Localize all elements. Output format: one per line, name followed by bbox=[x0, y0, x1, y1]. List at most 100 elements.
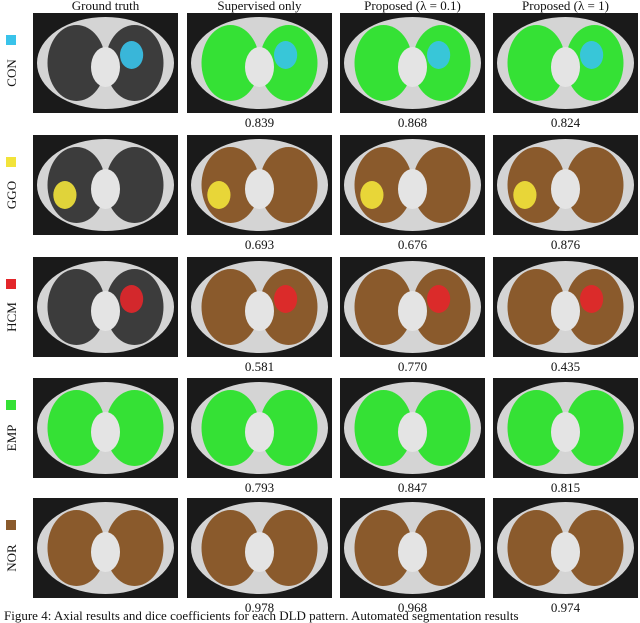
lesion bbox=[120, 285, 144, 313]
lung bbox=[412, 510, 471, 586]
lesion bbox=[427, 285, 451, 313]
dice-score: 0.676 bbox=[398, 237, 428, 252]
lung bbox=[105, 510, 164, 586]
heart bbox=[398, 47, 427, 87]
lung bbox=[507, 25, 566, 101]
legend-swatch bbox=[6, 157, 16, 167]
row-label: CON bbox=[4, 59, 19, 87]
ct-panel bbox=[187, 378, 332, 478]
lesion bbox=[513, 181, 537, 209]
row-label: HCM bbox=[4, 302, 19, 332]
lesion bbox=[274, 285, 298, 313]
lung bbox=[105, 147, 164, 223]
ct-panel bbox=[340, 13, 485, 113]
dice-score: 0.581 bbox=[245, 359, 274, 374]
lung bbox=[47, 390, 106, 466]
dice-score: 0.793 bbox=[245, 480, 274, 495]
lung bbox=[259, 510, 318, 586]
heart bbox=[91, 532, 120, 572]
lung bbox=[565, 510, 624, 586]
legend-swatch bbox=[6, 279, 16, 289]
heart bbox=[551, 169, 580, 209]
dice-score: 0.868 bbox=[398, 115, 427, 130]
lesion bbox=[207, 181, 231, 209]
lung bbox=[47, 25, 106, 101]
ct-panel bbox=[493, 13, 638, 113]
dice-score: 0.839 bbox=[245, 115, 274, 130]
heart bbox=[91, 412, 120, 452]
lung bbox=[412, 390, 471, 466]
row-label: EMP bbox=[4, 425, 19, 452]
legend-swatch bbox=[6, 35, 16, 45]
ct-panel bbox=[187, 13, 332, 113]
lung bbox=[507, 269, 566, 345]
lesion bbox=[274, 41, 298, 69]
lesion bbox=[580, 41, 604, 69]
lung bbox=[507, 510, 566, 586]
lung bbox=[47, 269, 106, 345]
ct-panel bbox=[33, 257, 178, 357]
heart bbox=[91, 47, 120, 87]
dice-score: 0.978 bbox=[245, 600, 274, 615]
lesion bbox=[427, 41, 451, 69]
ct-panel bbox=[493, 378, 638, 478]
heart bbox=[398, 169, 427, 209]
lung bbox=[507, 390, 566, 466]
dice-score: 0.770 bbox=[398, 359, 427, 374]
ct-panel bbox=[33, 378, 178, 478]
heart bbox=[245, 47, 274, 87]
heart bbox=[551, 412, 580, 452]
lesion bbox=[53, 181, 77, 209]
lesion bbox=[580, 285, 604, 313]
dice-score: 0.974 bbox=[551, 600, 581, 615]
dice-score: 0.876 bbox=[551, 237, 581, 252]
ct-panel bbox=[493, 257, 638, 357]
heart bbox=[245, 532, 274, 572]
lung bbox=[259, 390, 318, 466]
lung bbox=[354, 390, 413, 466]
dice-score: 0.824 bbox=[551, 115, 581, 130]
ct-panel bbox=[33, 498, 178, 598]
lung bbox=[201, 390, 260, 466]
heart bbox=[245, 169, 274, 209]
ct-panel bbox=[340, 257, 485, 357]
legend-swatch bbox=[6, 520, 16, 530]
ct-panel bbox=[187, 135, 332, 235]
heart bbox=[398, 291, 427, 331]
ct-panel bbox=[187, 257, 332, 357]
lung bbox=[354, 510, 413, 586]
heart bbox=[551, 291, 580, 331]
dice-score: 0.435 bbox=[551, 359, 580, 374]
lung bbox=[105, 390, 164, 466]
lung bbox=[259, 147, 318, 223]
lesion bbox=[360, 181, 384, 209]
ct-panel bbox=[493, 498, 638, 598]
legend-swatch bbox=[6, 400, 16, 410]
ct-panel bbox=[340, 135, 485, 235]
column-header: Proposed (λ = 0.1) bbox=[364, 0, 461, 13]
ct-panel bbox=[340, 378, 485, 478]
dice-score: 0.968 bbox=[398, 600, 427, 615]
lung bbox=[201, 269, 260, 345]
column-header: Proposed (λ = 1) bbox=[522, 0, 609, 13]
lung bbox=[201, 510, 260, 586]
ct-panel bbox=[340, 498, 485, 598]
ct-panel bbox=[33, 13, 178, 113]
heart bbox=[551, 532, 580, 572]
dice-score: 0.847 bbox=[398, 480, 428, 495]
row-label: NOR bbox=[4, 544, 19, 572]
column-header: Ground truth bbox=[72, 0, 140, 13]
heart bbox=[398, 412, 427, 452]
heart bbox=[245, 412, 274, 452]
lesion bbox=[120, 41, 144, 69]
lung bbox=[565, 390, 624, 466]
lung bbox=[565, 147, 624, 223]
lung bbox=[412, 147, 471, 223]
caption: Figure 4: Axial results and dice coeffic… bbox=[4, 608, 519, 623]
heart bbox=[245, 291, 274, 331]
heart bbox=[398, 532, 427, 572]
ct-panel bbox=[187, 498, 332, 598]
ct-panel bbox=[493, 135, 638, 235]
column-header: Supervised only bbox=[217, 0, 302, 13]
heart bbox=[91, 291, 120, 331]
